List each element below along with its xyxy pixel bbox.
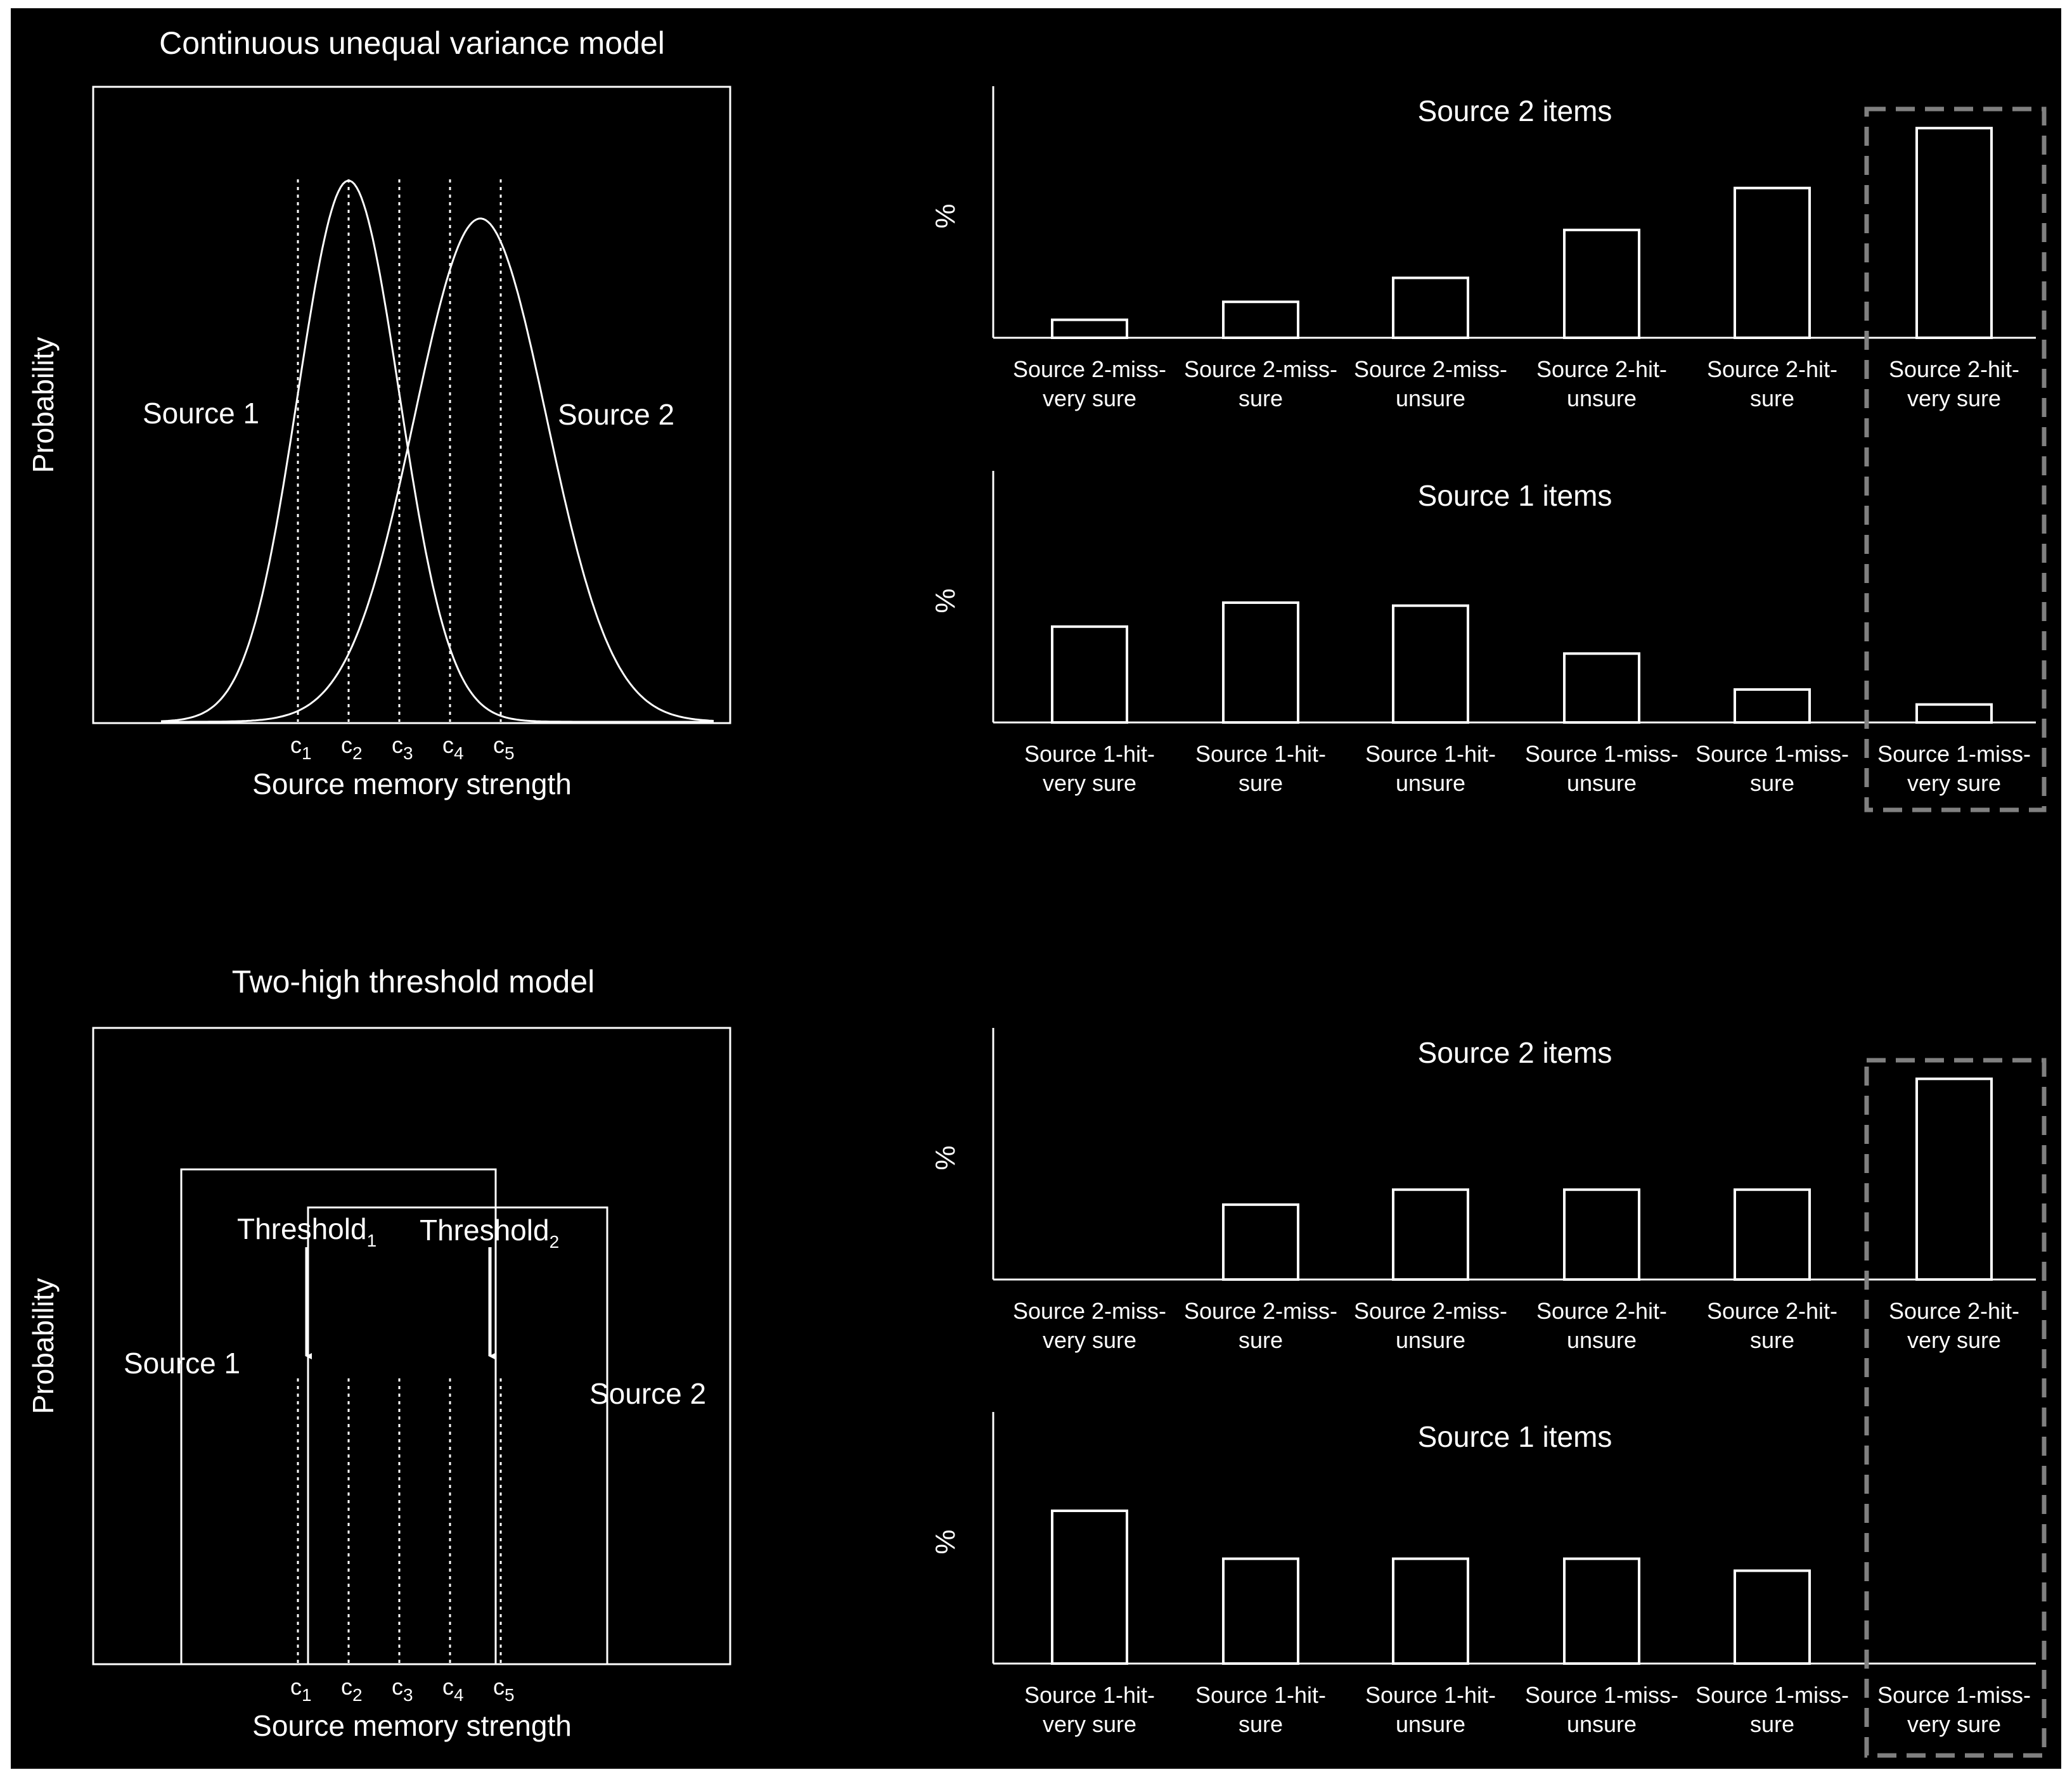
plot-frame [92, 86, 731, 724]
source2-label: Source 2 [558, 398, 674, 431]
source2-distribution-curve [161, 217, 714, 723]
highlight-box-bottom [1864, 1058, 2047, 1758]
category-label-3: Source 1-hit-unsure [1365, 741, 1496, 796]
category-label-6: Source 1-miss-very sure [1877, 1682, 2031, 1737]
bar-4 [1563, 652, 1640, 724]
panel-title: Continuous unequal variance model [159, 25, 665, 61]
source2-label: Source 2 [589, 1377, 706, 1410]
category-label-3: Source 2-miss-unsure [1354, 1298, 1507, 1353]
category-label-3: Source 1-hit-unsure [1365, 1682, 1496, 1737]
bar-1 [1051, 1509, 1128, 1665]
category-label-3: Source 2-miss-unsure [1354, 356, 1507, 411]
category-label-6: Source 2-hit-very sure [1889, 356, 2019, 411]
y-axis-label: Probability [27, 337, 60, 473]
bar-2 [1222, 601, 1299, 724]
bar-6 [1915, 703, 1993, 724]
category-label-1: Source 2-miss-very sure [1013, 1298, 1166, 1353]
category-label-4: Source 1-miss-unsure [1525, 741, 1678, 796]
bar-5 [1734, 688, 1811, 724]
bar-charts: Source 2 items% Source 2-miss-very sure So… [930, 86, 2036, 1737]
bar-1 [1051, 625, 1128, 724]
top-criterion-label-5: c5 [493, 732, 515, 763]
bar-3 [1392, 604, 1469, 724]
bar-5 [1734, 186, 1811, 340]
bar-4 [1563, 228, 1640, 339]
category-label-2: Source 2-miss-sure [1184, 356, 1337, 411]
highlight-box-top [1864, 106, 2047, 812]
bar-3 [1392, 276, 1469, 340]
category-label-4: Source 2-hit-unsure [1536, 356, 1667, 411]
two-high-threshold-model-panel: Two-high threshold model Probability Sou… [27, 964, 731, 1742]
bar-2 [1222, 1557, 1299, 1665]
category-label-2: Source 1-hit-sure [1195, 741, 1326, 796]
category-label-5: Source 1-miss-sure [1696, 741, 1849, 796]
bottom-criterion-label-1: c1 [290, 1674, 312, 1705]
bar-chart-1: Source 2 items% Source 2-miss-very sure So… [930, 86, 2036, 411]
category-label-1: Source 1-hit-very sure [1024, 1682, 1155, 1737]
top-criterion-label-4: c4 [442, 732, 464, 763]
category-label-2: Source 2-miss-sure [1184, 1298, 1337, 1353]
bar-3 [1392, 1557, 1469, 1665]
category-label-6: Source 2-hit-very sure [1889, 1298, 2019, 1353]
bar-chart-4: Source 1 items% Source 1-hit-very sure Sou… [930, 1412, 2036, 1737]
chart-title: Source 1 items [1418, 479, 1612, 512]
unequal-variance-model-panel: Continuous unequal variance model Probab… [27, 25, 731, 800]
category-label-1: Source 2-miss-very sure [1013, 356, 1166, 411]
chart-title: Source 1 items [1418, 1420, 1612, 1453]
criterion-labels: c1 c2 c3 c4 c5 [290, 1674, 515, 1705]
y-axis-label: % [930, 1529, 961, 1554]
category-label-1: Source 1-hit-very sure [1024, 741, 1155, 796]
top-criterion-label-3: c3 [392, 732, 413, 763]
y-axis-label: Probability [27, 1278, 60, 1415]
top-criterion-label-2: c2 [341, 732, 363, 763]
top-criterion-label-1: c1 [290, 732, 312, 763]
bar-5 [1734, 1569, 1811, 1665]
plot-frame [92, 1027, 731, 1665]
threshold2-label: Threshold2 [420, 1214, 559, 1252]
source2-uniform-distribution [307, 1206, 608, 1665]
criterion-lines [297, 179, 502, 722]
bar-4 [1563, 1188, 1640, 1281]
chart-title: Source 2 items [1418, 94, 1612, 127]
category-label-4: Source 2-hit-unsure [1536, 1298, 1667, 1353]
source1-label: Source 1 [124, 1347, 240, 1380]
category-label-5: Source 2-hit-sure [1707, 1298, 1837, 1353]
bar-3 [1392, 1188, 1469, 1281]
bottom-criterion-label-2: c2 [341, 1674, 363, 1705]
bar-1 [1051, 318, 1128, 339]
bar-2 [1222, 300, 1299, 339]
y-axis-label: % [930, 1145, 961, 1170]
bar-4 [1563, 1557, 1640, 1665]
threshold1-label: Threshold1 [237, 1212, 376, 1250]
source1-distribution-curve [160, 179, 714, 723]
bar-6 [1915, 1077, 1993, 1281]
y-axis-label: % [930, 588, 961, 613]
y-axis-label: % [930, 203, 961, 228]
bar-chart-3: Source 2 items% Source 2-miss-very sure So… [930, 1028, 2036, 1353]
criterion-lines [297, 1378, 502, 1664]
category-label-6: Source 1-miss-very sure [1877, 741, 2031, 796]
category-label-5: Source 1-miss-sure [1696, 1682, 1849, 1737]
criterion-labels: c1 c2 c3 c4 c5 [290, 732, 515, 763]
panel-title: Two-high threshold model [232, 964, 595, 999]
x-axis-label: Source memory strength [252, 767, 572, 800]
category-label-2: Source 1-hit-sure [1195, 1682, 1326, 1737]
bar-5 [1734, 1188, 1811, 1281]
source1-label: Source 1 [143, 397, 259, 430]
bar-2 [1222, 1203, 1299, 1281]
chart-title: Source 2 items [1418, 1036, 1612, 1069]
bar-6 [1915, 127, 1993, 340]
bottom-criterion-label-4: c4 [442, 1674, 464, 1705]
x-axis-label: Source memory strength [252, 1709, 572, 1742]
bottom-criterion-label-5: c5 [493, 1674, 515, 1705]
figure-background [11, 8, 2061, 1769]
category-label-4: Source 1-miss-unsure [1525, 1682, 1678, 1737]
bottom-criterion-label-3: c3 [392, 1674, 413, 1705]
bar-chart-2: Source 1 items% Source 1-hit-very sure Sou… [930, 471, 2036, 796]
category-label-5: Source 2-hit-sure [1707, 356, 1837, 411]
